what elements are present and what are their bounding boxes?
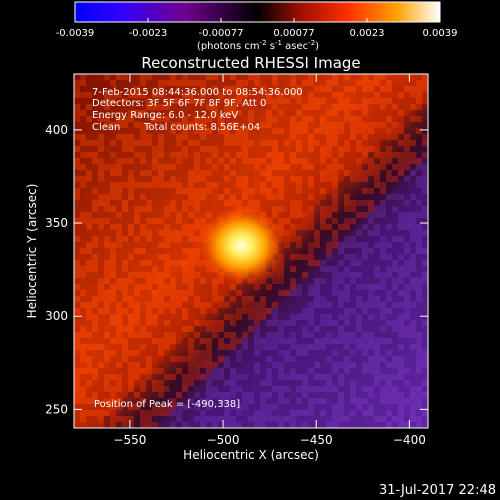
colorbar-ticks: -0.0039 -0.0023 -0.00077 0.00077 0.0023 0.003… bbox=[56, 18, 458, 39]
colorbar-tick-label: -0.0023 bbox=[129, 28, 168, 39]
axis-ticks: −550 −500 −450 −400 250 300 350 400 bbox=[45, 74, 428, 447]
colorbar-tick-label: 0.0023 bbox=[350, 28, 385, 39]
x-axis-label: Heliocentric X (arcsec) bbox=[183, 448, 319, 462]
y-axis-label: Heliocentric Y (arcsec) bbox=[25, 184, 39, 319]
plot-frame bbox=[73, 73, 429, 429]
y-tick-label: 400 bbox=[45, 123, 68, 137]
chart-title: Reconstructed RHESSI Image bbox=[141, 54, 360, 72]
colorbar bbox=[74, 1, 441, 23]
colorbar-tick-label: -0.00077 bbox=[199, 28, 244, 39]
colorbar-tick-label: 0.00077 bbox=[273, 28, 314, 39]
colorbar-label: (photons cm-2 s-1 asec-2) bbox=[197, 39, 319, 52]
x-tick-label: −500 bbox=[207, 433, 240, 447]
y-tick-label: 350 bbox=[45, 216, 68, 230]
annotation-total-counts: Total counts: 8.56E+04 bbox=[143, 122, 260, 133]
x-tick-label: −400 bbox=[393, 433, 426, 447]
annotation-time-range: 7-Feb-2015 08:44:36.000 to 08:54:36.000 bbox=[92, 87, 303, 98]
y-tick-label: 300 bbox=[45, 309, 68, 323]
peak-position-label: Position of Peak = [-490,338] bbox=[94, 399, 240, 410]
y-tick-label: 250 bbox=[45, 402, 68, 416]
annotation-detectors: Detectors: 3F 5F 6F 7F 8F 9F, Att 0 bbox=[92, 98, 266, 109]
annotation-energy: Energy Range: 6.0 - 12.0 keV bbox=[92, 110, 238, 121]
x-tick-label: −450 bbox=[300, 433, 333, 447]
x-tick-label: −550 bbox=[113, 433, 146, 447]
colorbar-tick-label: -0.0039 bbox=[56, 28, 95, 39]
footer-timestamp: 31-Jul-2017 22:48 bbox=[379, 483, 496, 498]
heatmap-image bbox=[74, 74, 428, 428]
annotation-block: 7-Feb-2015 08:44:36.000 to 08:54:36.000 … bbox=[92, 87, 303, 133]
annotation-clean: Clean bbox=[92, 122, 120, 133]
peak-source bbox=[197, 205, 286, 286]
colorbar-tick-label: 0.0039 bbox=[423, 28, 458, 39]
